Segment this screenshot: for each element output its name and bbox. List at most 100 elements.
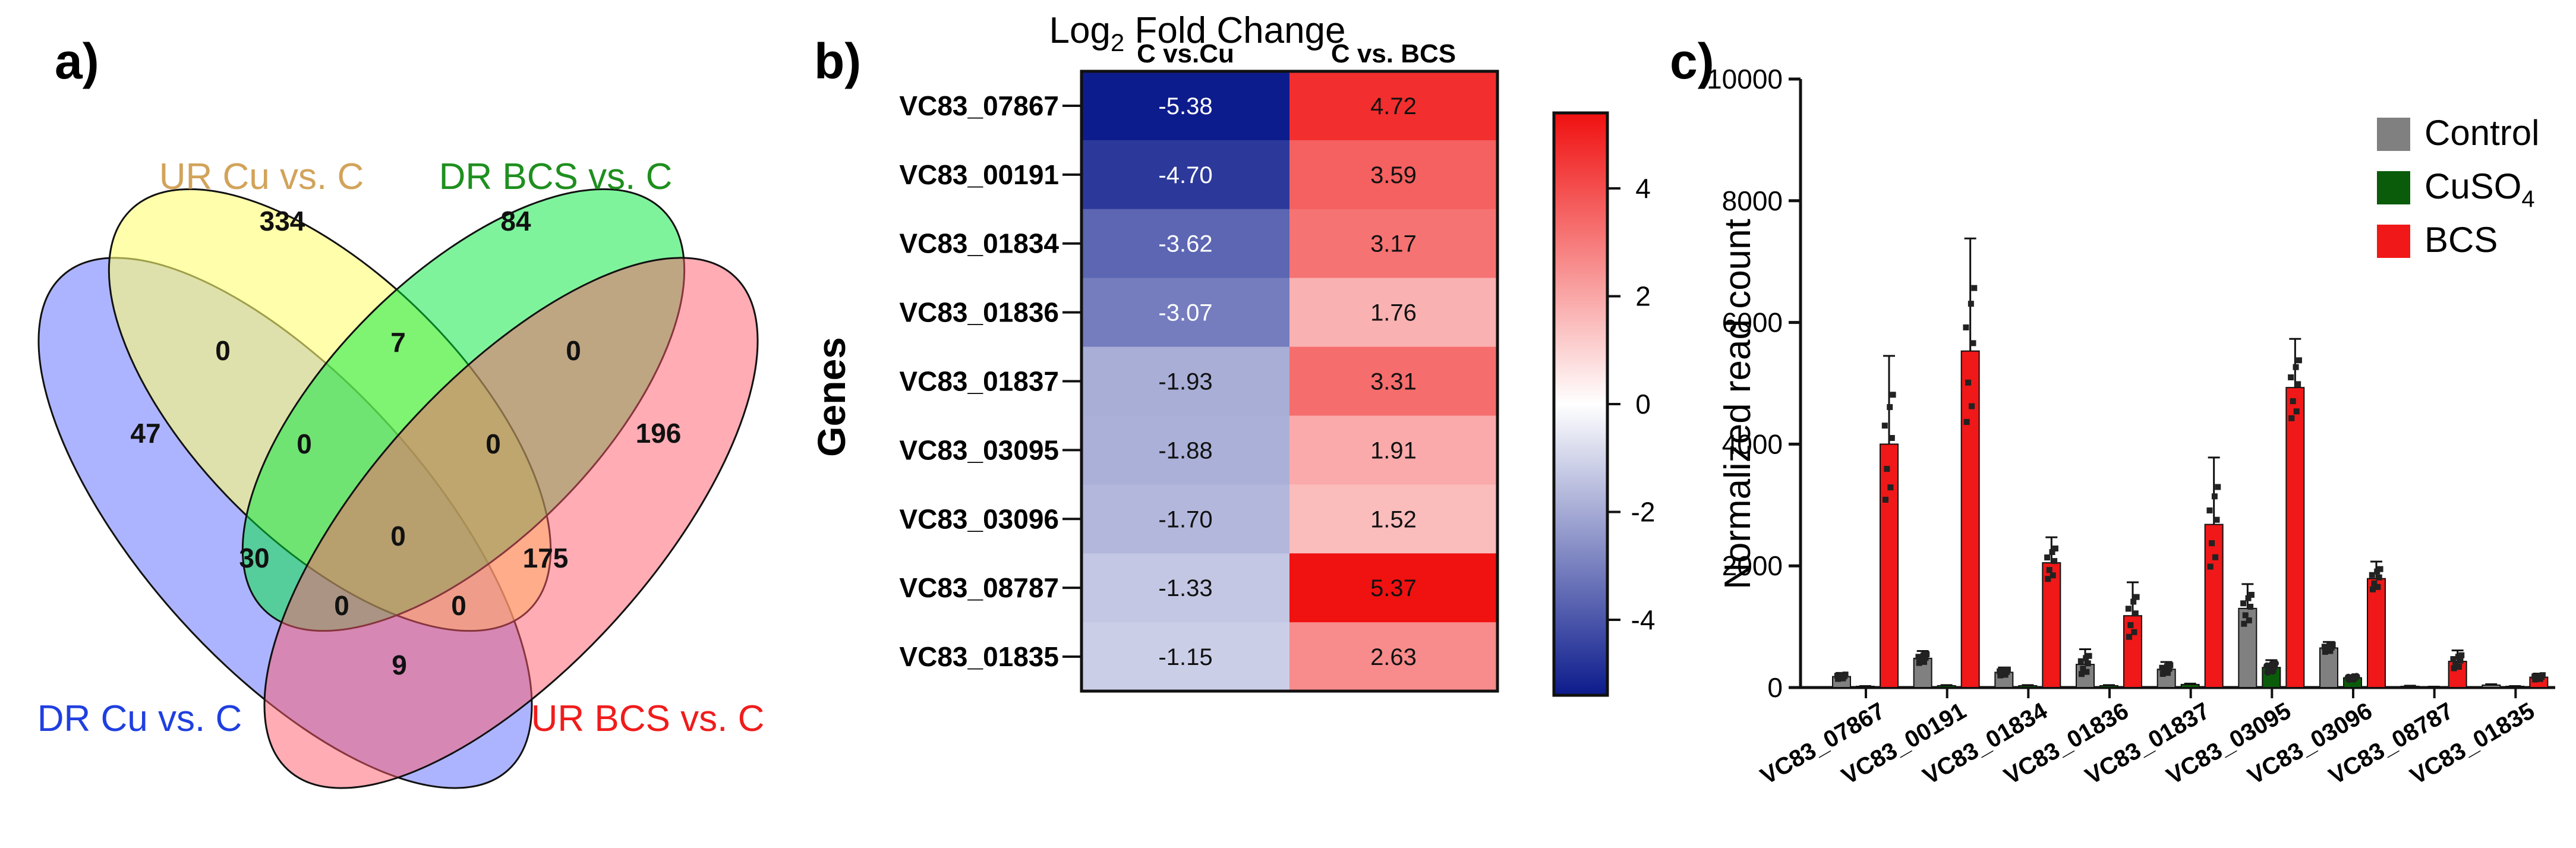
heatmap-cell-value: 3.31 xyxy=(1370,369,1417,395)
legend-swatch xyxy=(2377,225,2410,258)
colorbar-tick-label: 2 xyxy=(1635,281,1651,312)
data-point xyxy=(1887,484,1894,491)
region-count: 47 xyxy=(130,418,160,449)
heatmap-cell xyxy=(1082,484,1289,554)
data-point xyxy=(1888,435,1895,442)
data-point xyxy=(2001,667,2008,673)
region-count: 9 xyxy=(392,650,407,680)
data-point xyxy=(2125,606,2132,612)
heatmap-cell-value: 3.59 xyxy=(1370,162,1417,188)
heatmap-cell xyxy=(1082,71,1289,141)
data-point xyxy=(2329,641,2336,648)
bar xyxy=(2285,387,2305,689)
region-count: 0 xyxy=(215,335,231,366)
data-point xyxy=(2322,648,2328,655)
heatmap-cell-value: 4.72 xyxy=(1370,93,1417,119)
legend-label: BCS xyxy=(2424,220,2498,260)
heatmap-cell xyxy=(1289,209,1497,279)
heatmap-cell xyxy=(1289,140,1497,210)
data-point xyxy=(1916,660,1922,666)
data-point xyxy=(1963,324,1969,330)
data-point xyxy=(2044,554,2051,561)
heatmap-cell-value: 1.91 xyxy=(1370,437,1417,464)
data-point xyxy=(2214,516,2220,523)
region-count: 84 xyxy=(500,206,531,237)
data-point xyxy=(1839,672,1846,678)
colorbar xyxy=(1552,111,1609,697)
data-point xyxy=(2206,507,2213,513)
data-point xyxy=(2131,629,2137,635)
heatmap-cell xyxy=(1082,140,1289,210)
data-point xyxy=(2457,657,2464,664)
heatmap-row-label: VC83_01837 xyxy=(899,366,1059,397)
set-label-ur-cu: UR Cu vs. C xyxy=(159,156,364,197)
data-point xyxy=(2079,671,2085,677)
heatmap-cell xyxy=(1082,278,1289,348)
data-point xyxy=(2207,563,2214,570)
bar-axes: 0 2000 4000 6000 8000 10000 xyxy=(1707,64,2555,703)
data-point xyxy=(2167,662,2174,669)
region-count: 0 xyxy=(390,521,406,551)
heatmap-column-label: C vs.Cu xyxy=(1137,39,1234,68)
legend-label: CuSO4 xyxy=(2424,166,2535,212)
heatmap-cell-value: -1.33 xyxy=(1158,575,1212,601)
bar xyxy=(2204,524,2224,688)
data-point xyxy=(1970,340,1976,346)
bar-legend: Control CuSO4 BCS xyxy=(2377,113,2539,260)
data-point xyxy=(1890,392,1896,398)
bar-panel: c) Normalized read count 0 2000 4000 6000 80… xyxy=(1670,33,2555,790)
data-point xyxy=(2536,673,2543,679)
data-point xyxy=(2215,484,2221,490)
data-point xyxy=(2132,610,2139,617)
y-tick-label: 2000 xyxy=(1722,550,1783,581)
data-point xyxy=(1968,301,1974,307)
heatmap-cell-value: -1.88 xyxy=(1158,437,1212,464)
region-count: 0 xyxy=(297,428,312,459)
data-point xyxy=(1924,651,1930,657)
data-point xyxy=(2045,576,2051,582)
data-point xyxy=(2085,660,2091,667)
data-point xyxy=(2165,670,2171,676)
data-point xyxy=(2083,655,2089,661)
bar-marks xyxy=(1832,237,2549,689)
heatmap-cell-value: -3.07 xyxy=(1158,300,1212,326)
y-tick-label: 4000 xyxy=(1722,428,1783,459)
data-point xyxy=(2264,668,2272,676)
data-point xyxy=(2212,554,2219,560)
y-tick-label: 10000 xyxy=(1707,64,1783,94)
data-point xyxy=(2164,663,2170,670)
data-point xyxy=(2126,633,2132,640)
region-count: 334 xyxy=(260,206,305,237)
heatmap-cell xyxy=(1082,415,1289,485)
heatmap-row-labels: VC83_07867 VC83_00191 VC83_01834 VC83_01836… xyxy=(899,90,1082,672)
data-point xyxy=(2077,658,2084,664)
data-point xyxy=(2450,656,2457,663)
data-point xyxy=(2248,591,2255,598)
data-point xyxy=(2246,617,2252,623)
heatmap-cell-value: 2.63 xyxy=(1370,644,1417,670)
colorbar-tick-label: -4 xyxy=(1631,604,1656,635)
data-point xyxy=(2350,673,2357,680)
data-point xyxy=(1920,652,1927,658)
heatmap-cell-value: -1.93 xyxy=(1158,369,1212,395)
heatmap-cell-value: 1.76 xyxy=(1370,300,1417,326)
data-point xyxy=(2240,600,2247,607)
heatmap-cell xyxy=(1082,346,1289,416)
data-point xyxy=(2242,612,2249,619)
panel-b-label: b) xyxy=(814,33,861,89)
heatmap-cell xyxy=(1289,278,1497,348)
data-point xyxy=(1883,496,1888,503)
heatmap-cell xyxy=(1082,622,1289,692)
bar xyxy=(1960,350,1980,688)
data-point xyxy=(2451,665,2457,672)
data-point xyxy=(2532,676,2539,683)
data-point xyxy=(2080,666,2086,672)
legend-swatch xyxy=(2377,171,2410,204)
data-point xyxy=(2159,664,2165,671)
data-point xyxy=(2458,652,2465,658)
data-point xyxy=(2377,566,2383,572)
data-point xyxy=(2127,622,2134,628)
data-point xyxy=(2159,671,2166,677)
data-point xyxy=(1969,403,1975,409)
data-point xyxy=(2083,669,2090,675)
